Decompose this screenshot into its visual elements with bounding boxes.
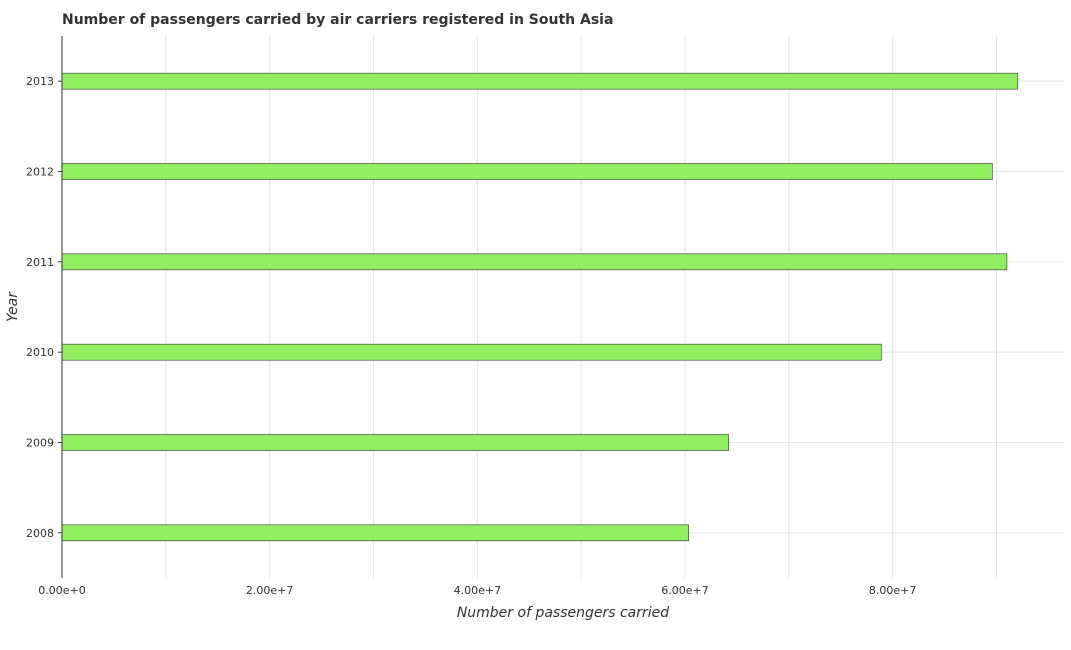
bars (61, 72, 1019, 542)
x-gridlines (61, 36, 998, 578)
bar-2010 (61, 343, 882, 361)
bar-2011 (61, 253, 1008, 271)
y-gridlines (62, 80, 1064, 534)
bar-2013 (61, 72, 1019, 90)
x-axis-label: Number of passengers carried (457, 605, 669, 621)
y-tick-label: 2009 (26, 437, 54, 450)
x-tick-label: 4.00e+7 (454, 584, 501, 597)
y-tick-label: 2013 (26, 75, 54, 88)
y-tick-label: 2008 (26, 527, 54, 540)
y-tick-label: 2010 (26, 346, 54, 359)
x-tick-label: 2.00e+7 (246, 584, 293, 597)
x-tick-label: 8.00e+7 (869, 584, 916, 597)
x-tick-label: 0.00e+0 (38, 584, 85, 597)
y-axis-label: Year (5, 291, 21, 322)
bar-2008 (61, 524, 689, 542)
bar-2009 (61, 434, 729, 451)
x-tick-labels: 0.00e+0 2.00e+7 4.00e+7 6.00e+7 8.00e+7 (38, 584, 916, 597)
x-tick-label: 6.00e+7 (661, 584, 708, 597)
bar-2012 (61, 163, 993, 180)
y-tick-labels: 2008 2009 2010 2011 2012 2013 (26, 75, 62, 540)
chart-title: Number of passengers carried by air carr… (62, 12, 613, 28)
y-tick-label: 2012 (26, 166, 54, 179)
y-tick-label: 2011 (26, 256, 54, 269)
